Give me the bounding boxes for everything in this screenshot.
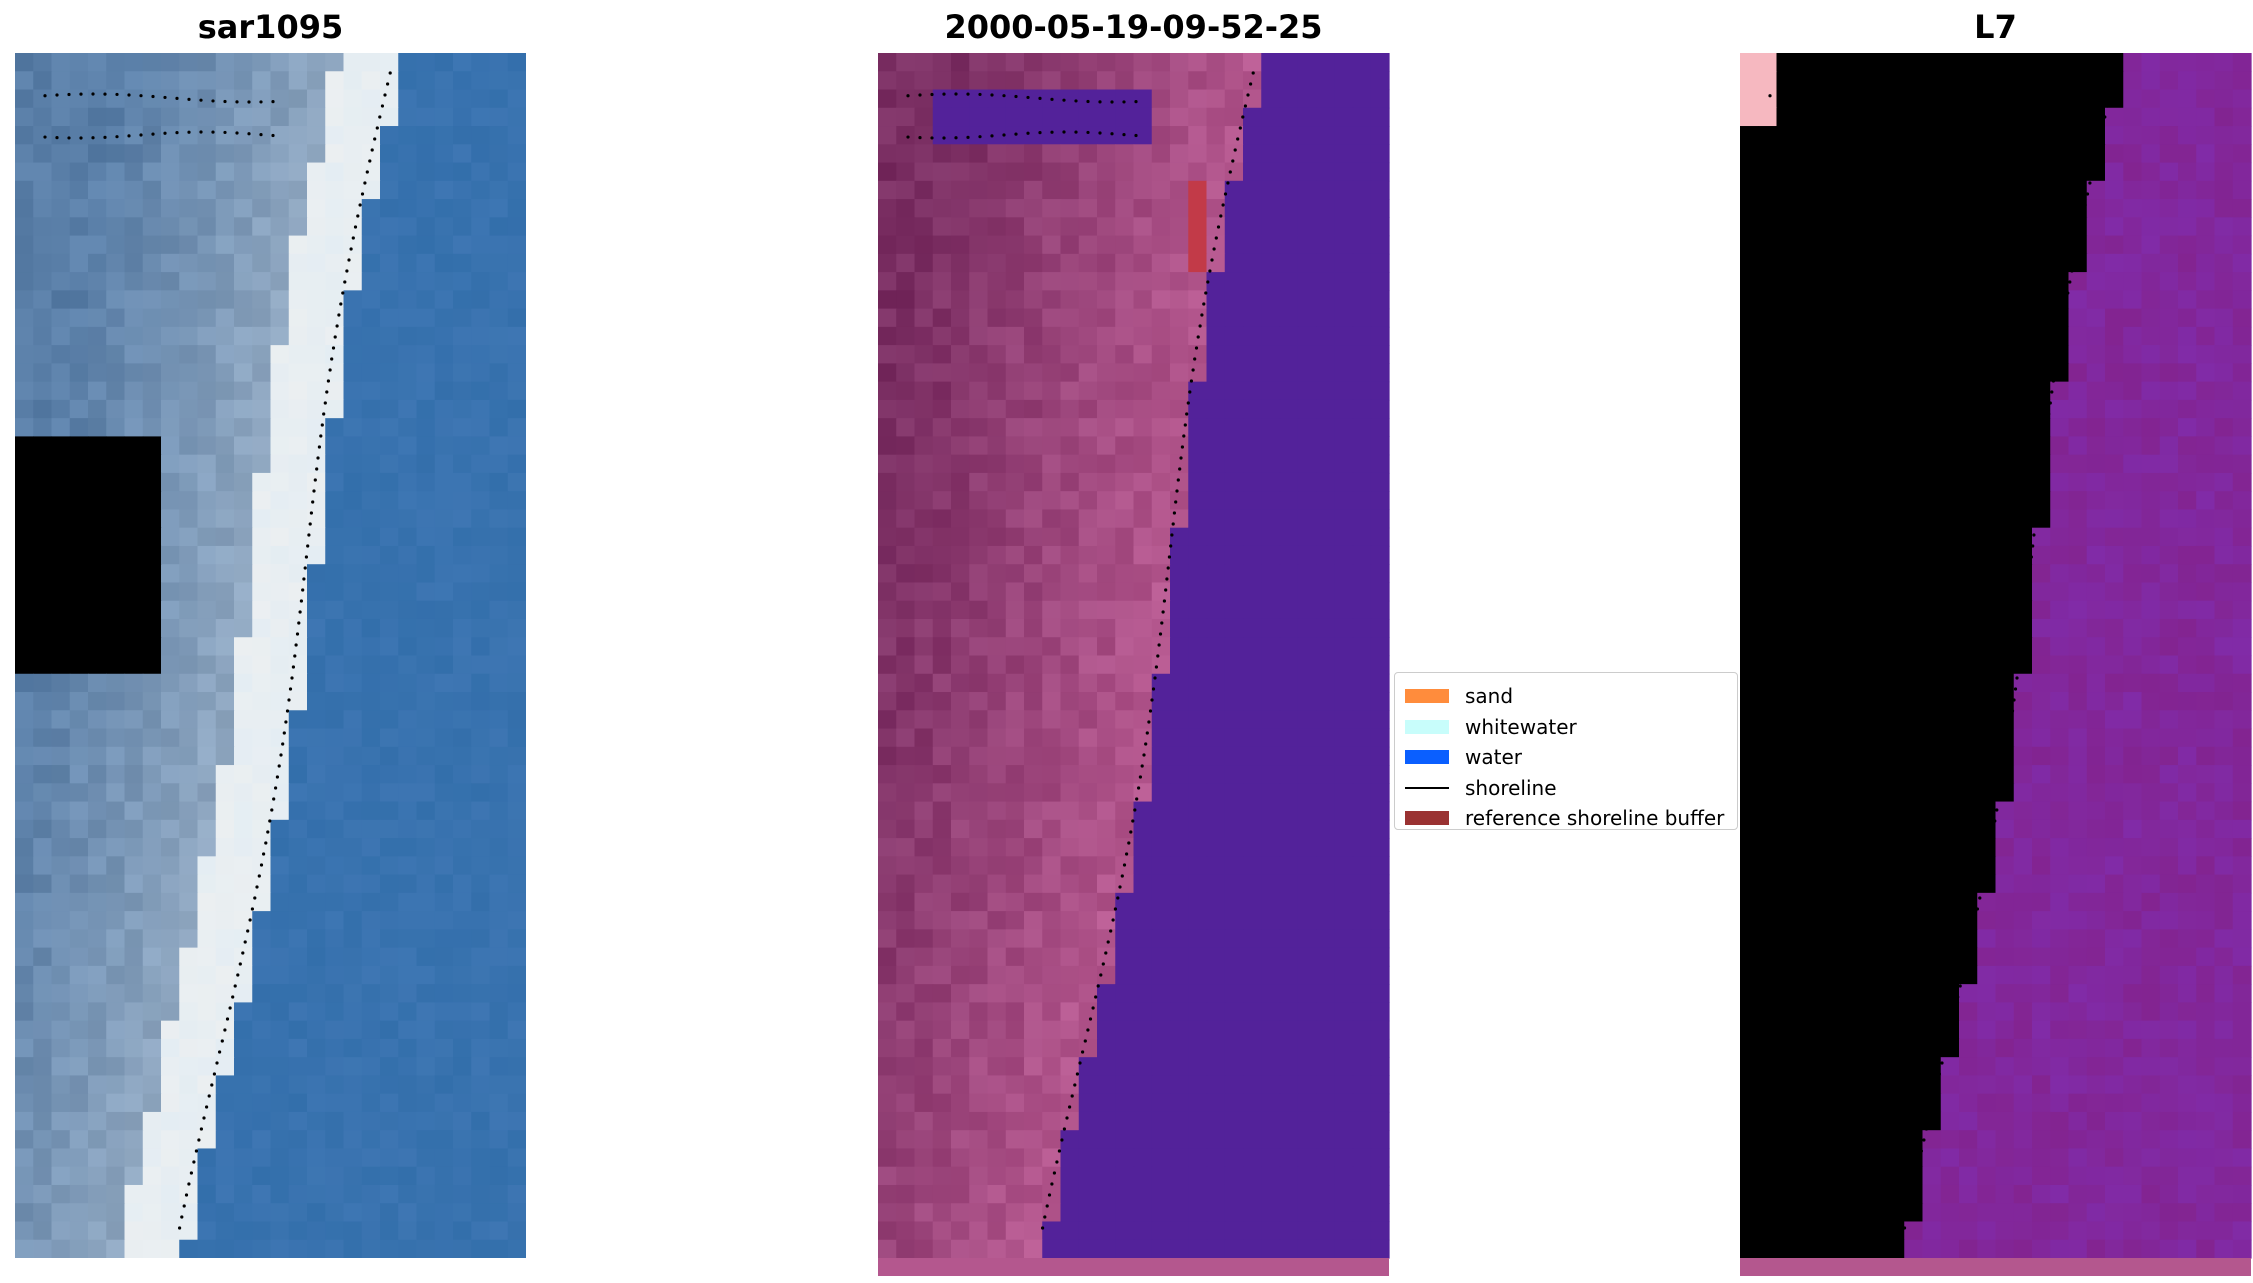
- shoreline-dots: [906, 71, 1255, 1230]
- sand-swatch: [1405, 689, 1449, 704]
- legend-label: shoreline: [1465, 775, 1557, 800]
- classified-image-panel: [878, 53, 1390, 1276]
- index-image-panel: [1740, 53, 2252, 1276]
- legend-item-water: water: [1405, 742, 1737, 773]
- rgb-image-panel: [15, 53, 526, 1258]
- legend-item-reference-buffer: reference shoreline buffer: [1405, 803, 1737, 834]
- panel-title-index: L7: [1974, 8, 2017, 46]
- legend-label: water: [1465, 745, 1522, 770]
- legend-label: reference shoreline buffer: [1465, 806, 1725, 831]
- raster-pixels: [1740, 53, 2252, 1259]
- shoreline-dots: [1768, 71, 2117, 1230]
- legend-item-shoreline: shoreline: [1405, 773, 1737, 804]
- shoreline-swatch: [1405, 786, 1449, 789]
- legend-item-whitewater: whitewater: [1405, 712, 1737, 743]
- legend-item-sand: sand: [1405, 681, 1737, 712]
- legend-label: sand: [1465, 684, 1514, 709]
- rgb-image: [15, 53, 526, 1258]
- legend-label: whitewater: [1465, 714, 1577, 739]
- reference-buffer-swatch: [1405, 811, 1449, 826]
- bottom-strip: [1740, 1258, 2251, 1276]
- legend: sand whitewater water shoreline referenc…: [1394, 672, 1738, 830]
- whitewater-swatch: [1405, 719, 1449, 734]
- index-image: [1740, 53, 2252, 1276]
- raster-pixels: [15, 53, 526, 1258]
- bottom-strip: [878, 1258, 1389, 1276]
- panel-title-classified: 2000-05-19-09-52-25: [944, 8, 1323, 46]
- water-swatch: [1405, 750, 1449, 765]
- shoreline-dots: [43, 71, 392, 1230]
- raster-pixels: [878, 53, 1390, 1259]
- panel-title-rgb: sar1095: [197, 8, 344, 46]
- classified-image: [878, 53, 1390, 1276]
